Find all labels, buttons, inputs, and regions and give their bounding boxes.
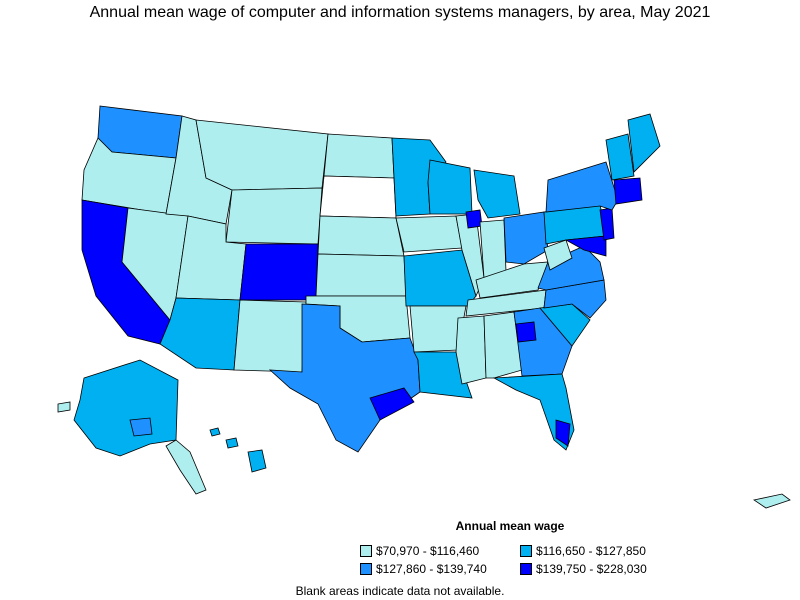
legend-label: $127,860 - $139,740 [376,562,487,576]
region-south-florida [555,419,571,447]
legend-swatch [360,545,372,557]
hawaii [209,427,267,473]
region-new-york [545,161,619,213]
region-montana [195,119,329,191]
legend-swatch [360,563,372,575]
region-houston-area [369,387,415,421]
region-hawaii-islands [209,427,267,473]
region-alaska-interior [73,359,179,457]
region-north-dakota [323,133,395,179]
region-atlanta-area [515,321,537,343]
region-alaska-anchorage [129,417,153,437]
region-iowa [395,215,463,253]
legend-item: $116,650 - $127,850 [520,544,690,558]
region-maryland-dc [564,235,607,257]
region-ohio [503,211,549,265]
legend-title: Annual mean wage [455,519,565,533]
legend-label: $70,970 - $116,460 [376,544,480,558]
region-new-mexico [233,299,307,373]
region-colorado [239,243,319,301]
region-puerto-rico [752,493,791,509]
alaska [57,359,207,495]
region-louisiana [413,351,473,399]
region-alaska-islands [57,401,71,413]
region-michigan [473,169,521,219]
region-south-dakota [319,175,397,219]
legend-item: $139,750 - $228,030 [520,562,690,576]
region-indiana [479,219,507,279]
legend-item: $70,970 - $116,460 [360,544,520,558]
legend-swatch [520,563,532,575]
legend: $70,970 - $116,460 $116,650 - $127,850 $… [360,544,690,576]
legend-swatch [520,545,532,557]
region-nebraska [317,215,405,257]
footnote: Blank areas indicate data not available. [295,584,505,598]
region-alabama [483,311,523,379]
region-chicago-area [465,209,483,229]
region-new-england-south [613,177,643,205]
legend-item: $127,860 - $139,740 [360,562,520,576]
region-west-virginia [543,239,573,271]
contiguous-us [81,105,661,453]
region-mississippi [455,315,487,385]
territories [752,493,791,509]
region-vermont-nh [605,133,635,181]
region-wisconsin [427,159,473,215]
region-alaska-panhandle [165,439,207,495]
region-wyoming [225,187,323,245]
legend-label: $116,650 - $127,850 [536,544,646,558]
map-title: Annual mean wage of computer and informa… [89,4,711,21]
region-florida [492,373,575,451]
legend-label: $139,750 - $228,030 [536,562,647,576]
region-kansas [315,253,407,297]
region-maine [627,113,661,173]
